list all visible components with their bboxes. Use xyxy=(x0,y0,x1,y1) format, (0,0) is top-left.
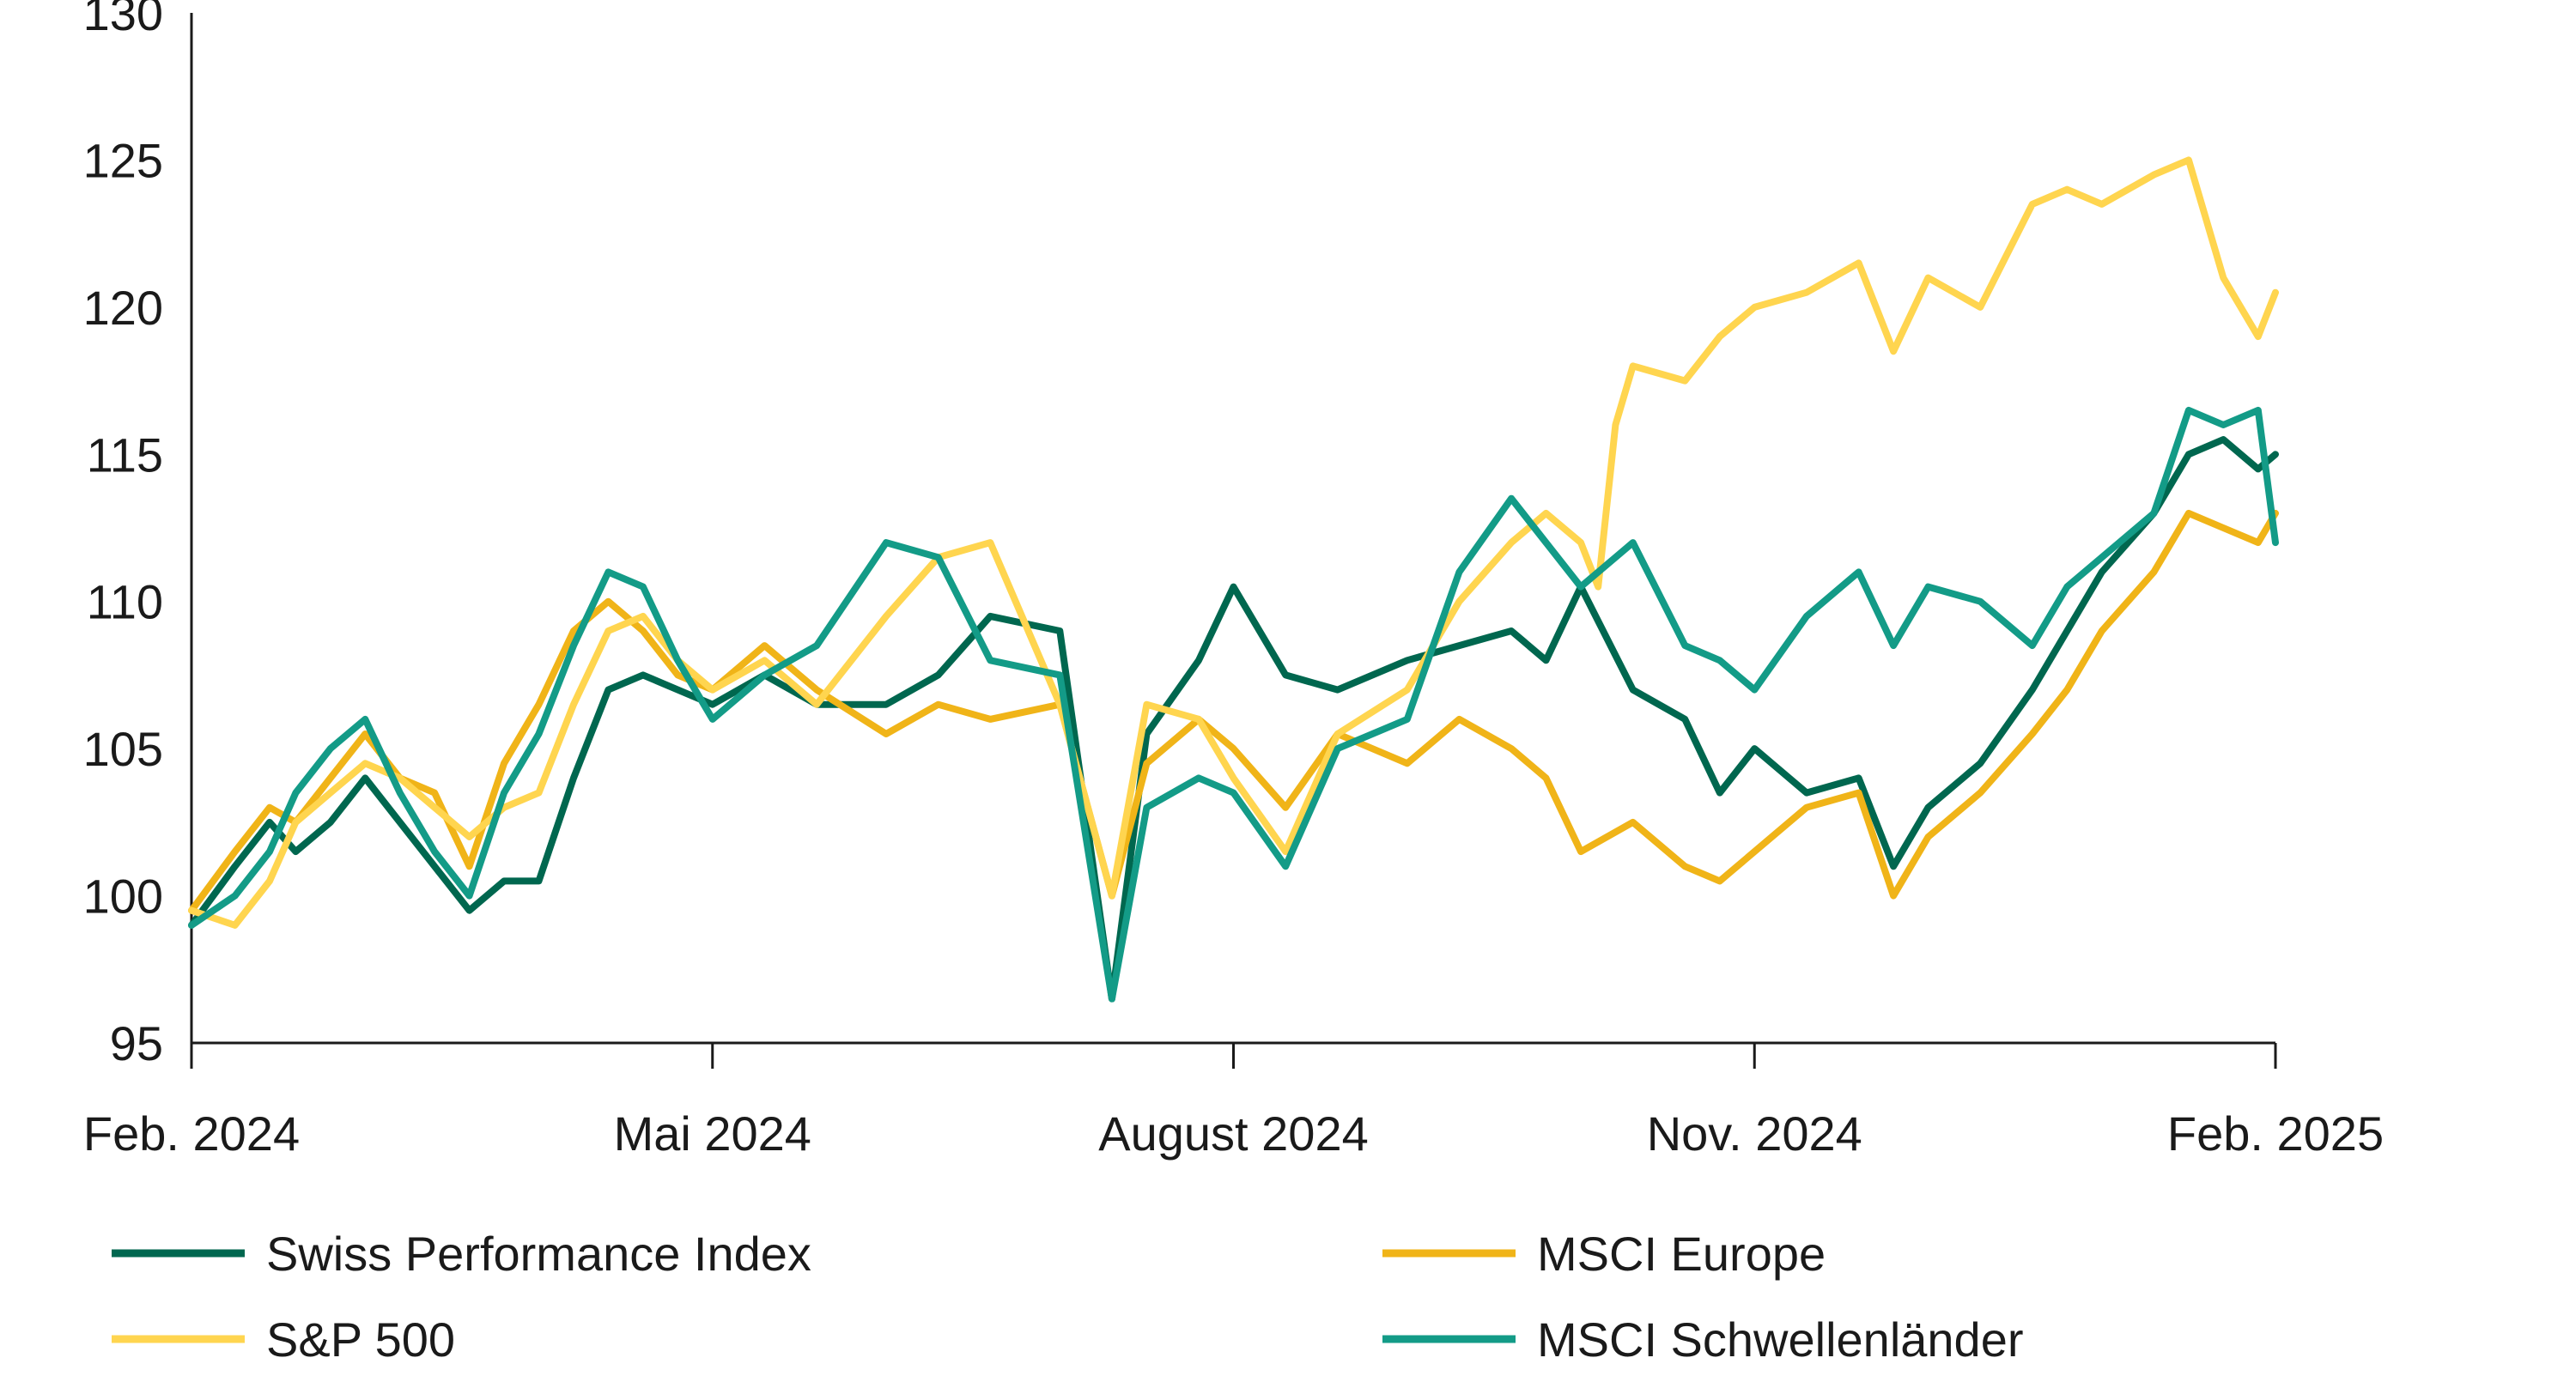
legend-label-msci-europe: MSCI Europe xyxy=(1537,1227,1826,1281)
x-tick-label: Nov. 2024 xyxy=(1647,1106,1862,1161)
y-tick-label: 120 xyxy=(83,281,163,335)
x-tick-label: August 2024 xyxy=(1098,1106,1368,1161)
series-lines xyxy=(188,156,2279,1003)
series-line-s-p-500 xyxy=(188,156,2279,929)
y-tick-label: 115 xyxy=(87,427,163,482)
legend-label-msci-schwellenl-nder: MSCI Schwellenländer xyxy=(1537,1312,2023,1367)
legend-label-s-p-500: S&P 500 xyxy=(266,1312,455,1367)
legend: Swiss Performance Index MSCI Europe S&P 50… xyxy=(112,1227,2023,1367)
y-tick-label: 105 xyxy=(83,722,163,776)
y-tick-label: 125 xyxy=(83,133,163,187)
y-tick-label: 130 xyxy=(83,0,163,40)
x-tick-label: Feb. 2025 xyxy=(2167,1106,2384,1161)
series-line-swiss-performance-index xyxy=(188,436,2279,1003)
y-tick-label: 100 xyxy=(83,870,163,924)
series-line-msci-schwellenl-nder xyxy=(188,406,2279,1003)
x-tick-label: Mai 2024 xyxy=(614,1106,811,1161)
legend-label-swiss-performance-index: Swiss Performance Index xyxy=(266,1227,811,1281)
y-tick-label: 95 xyxy=(110,1016,163,1070)
series-line-msci-europe xyxy=(188,509,2279,914)
x-tick-label: Feb. 2024 xyxy=(83,1106,300,1161)
x-tick-labels: Feb. 2024 Mai 2024 August 2024 Nov. 2024 Feb… xyxy=(83,1043,2384,1161)
chart-axes xyxy=(190,13,2275,1045)
y-tick-labels: 95 100 105 110 115 120 125 130 xyxy=(83,0,163,1070)
y-tick-label: 110 xyxy=(87,575,163,629)
